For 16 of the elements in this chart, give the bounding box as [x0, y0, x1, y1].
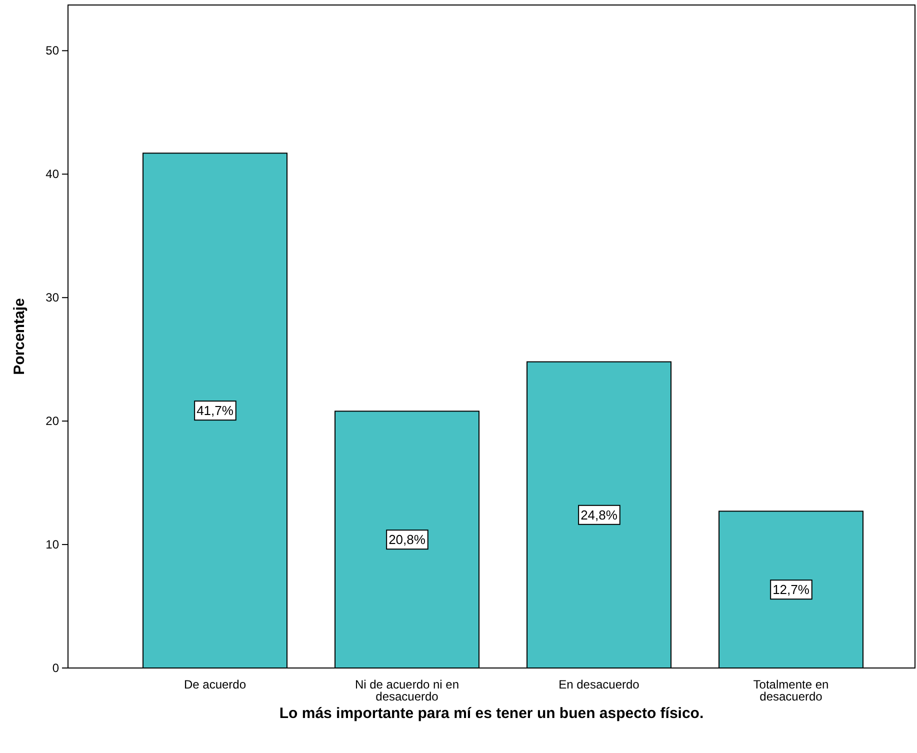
data-label: 41,7%: [196, 403, 234, 418]
x-tick-label: Ni de acuerdo ni en desacuerdo: [354, 678, 460, 704]
y-tick-label: 10: [46, 537, 60, 552]
x-tick-label: Totalmente en desacuerdo: [753, 678, 829, 704]
data-label: 12,7%: [772, 582, 810, 598]
data-label: 24,8%: [580, 507, 618, 522]
y-tick-label: 20: [46, 414, 60, 428]
y-axis-title: Porcentaje: [11, 298, 28, 375]
x-tick-label: En desacuerdo: [558, 678, 640, 692]
y-tick-label: 0: [52, 660, 60, 675]
y-tick-label: 40: [46, 166, 60, 181]
y-tick-label: 50: [46, 44, 60, 58]
data-label: 20,8%: [388, 532, 426, 548]
x-tick-label: De acuerdo: [184, 678, 246, 692]
y-tick-label: 30: [46, 290, 60, 304]
x-axis-title: Lo más importante para mí es tener un buen aspecto físico.: [279, 705, 704, 722]
